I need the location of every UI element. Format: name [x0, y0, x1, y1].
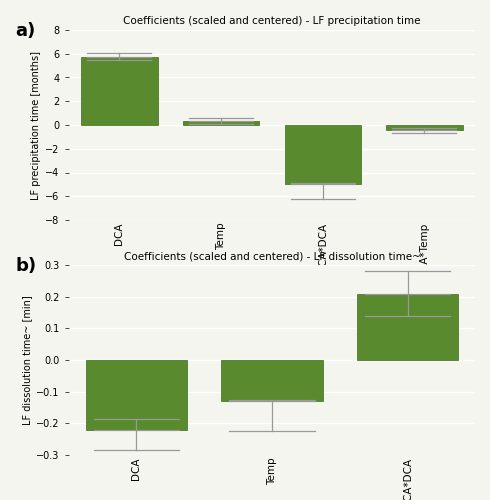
Bar [183, 122, 259, 125]
Bar [285, 125, 361, 184]
Bar [81, 56, 158, 125]
Title: Coefficients (scaled and centered) - LF dissolution time~: Coefficients (scaled and centered) - LF … [123, 252, 420, 262]
Y-axis label: LF precipitation time [months]: LF precipitation time [months] [31, 50, 41, 200]
Text: N=13,  DF=8,  Cond.  no.=2.985,  RSD=0.313,  Q2=0.991: N=13, DF=8, Cond. no.=2.985, RSD=0.313, … [133, 292, 411, 301]
Bar [86, 360, 187, 430]
Bar [357, 294, 458, 360]
Bar [386, 125, 463, 130]
Title: Coefficients (scaled and centered) - LF precipitation time: Coefficients (scaled and centered) - LF … [123, 16, 421, 26]
Y-axis label: LF dissolution time~ [min]: LF dissolution time~ [min] [22, 295, 32, 425]
Bar [221, 360, 323, 401]
Text: b): b) [16, 258, 37, 276]
Text: a): a) [16, 22, 36, 40]
